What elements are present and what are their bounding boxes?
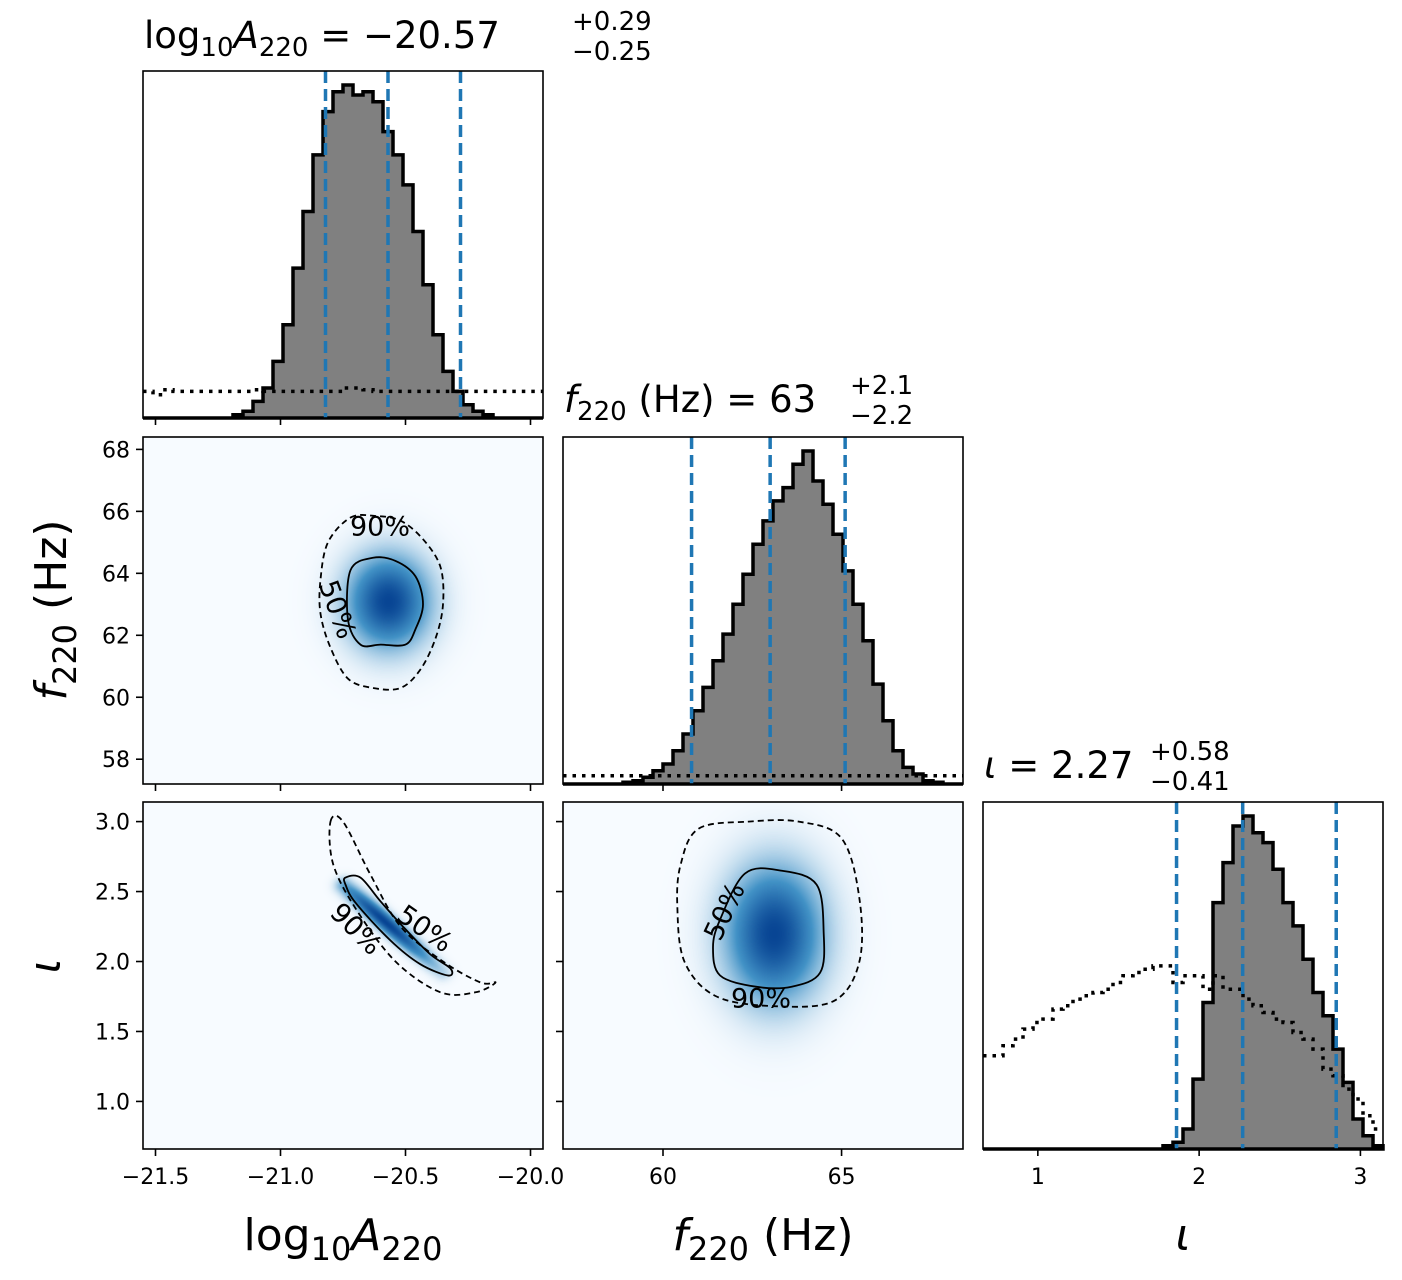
title-log10A220: log10A220 = −20.57 [144,14,500,63]
ylabel-iota: ι [20,959,71,974]
title-log10A220-plus: +0.29 [572,7,652,37]
prior-log10A220 [143,386,543,397]
ytick-label-f220-0: 58 [102,748,130,773]
xtick-label-log10A220-3: −20.0 [497,1165,564,1190]
ytick-label-iota-0: 1.0 [95,1090,130,1115]
ytick-label-iota-1: 1.5 [95,1020,130,1045]
xtick-label-f220_x-1: 65 [828,1165,856,1190]
ylabel-f220: f220 (Hz) [26,519,84,700]
ytick-label-iota-3: 2.5 [95,881,130,906]
title-iota-plus: +0.58 [1150,737,1230,767]
title-iota: ι = 2.27 [984,744,1133,787]
contour-p50-iota_vs_log10A220 [343,874,454,977]
ytick-label-f220-2: 62 [102,624,130,649]
title-log10A220-minus: −0.25 [572,37,652,67]
contour-label-90-p1: 90% [350,512,410,543]
panel-frame-1-1 [562,436,964,785]
density-iota_vs_f220 [563,802,963,1149]
xtick-label-f220_x-0: 60 [649,1165,677,1190]
hist-fill-f220 [563,451,963,784]
panel-frame-1-0 [142,436,544,785]
density-images [143,437,963,1149]
ytick-label-iota-2: 2.0 [95,951,130,976]
contour-p90-f220_vs_log10A220 [318,514,445,691]
ytick-label-iota-4: 3.0 [95,811,130,836]
hist-outline-f220 [563,449,963,786]
xtick-label-iota_x-2: 3 [1353,1165,1367,1190]
ytick-label-f220-1: 60 [102,686,130,711]
xtick-label-iota_x-0: 1 [1031,1165,1045,1190]
panel-frame-2-1 [562,801,964,1150]
ytick-label-f220-5: 68 [102,438,130,463]
xtick-label-log10A220-2: −20.5 [372,1165,439,1190]
hist-outline-log10A220 [143,83,543,420]
xtick-label-log10A220-1: −21.0 [247,1165,314,1190]
xtick-label-log10A220-0: −21.5 [122,1165,189,1190]
ytick-label-f220-4: 66 [102,500,130,525]
xlabel-iota: ι [1176,1210,1191,1261]
xlabel-log10A220: log10A220 [244,1210,443,1268]
ytick-label-f220-3: 64 [102,562,130,587]
title-f220: f220 (Hz) = 63 [564,378,816,427]
title-iota-minus: −0.41 [1150,767,1230,797]
title-f220-minus: −2.2 [850,401,913,431]
plot-elements: 90%50%90% 50% 50%90%−21.5 −21.0 −20.5 −20.0 60… [95,70,1385,1190]
panel-frame-0-0 [142,70,544,419]
xlabel-f220: f220 (Hz) [672,1210,853,1268]
xtick-label-iota_x-1: 2 [1192,1165,1206,1190]
panel-frame-2-0 [142,801,544,1150]
contour-label-90-p3: 90% [731,984,791,1015]
contour-p50-iota_vs_f220 [712,867,826,990]
contour-p90-iota_vs_f220 [676,819,863,1008]
density-f220_vs_log10A220 [143,437,543,784]
density-iota_vs_log10A220 [143,802,543,1149]
title-f220-plus: +2.1 [850,371,913,401]
panel-frame-2-2 [982,801,1384,1150]
contour-p90-iota_vs_log10A220 [328,814,497,996]
hist-fill-log10A220 [143,85,543,418]
contour-p50-f220_vs_log10A220 [346,556,424,648]
